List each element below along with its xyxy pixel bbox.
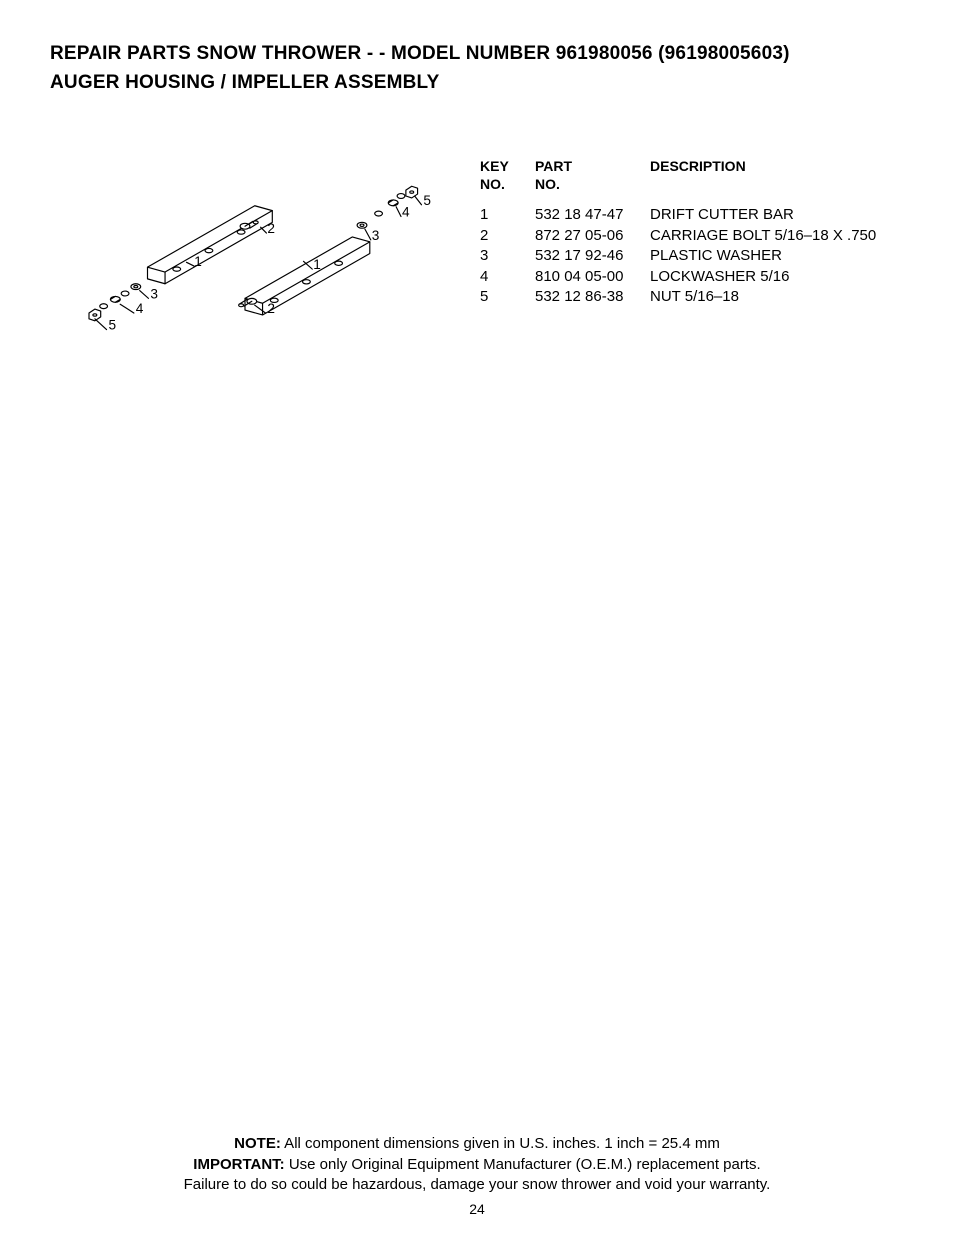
cell-desc: DRIFT CUTTER BAR <box>650 205 888 226</box>
cell-key: 5 <box>480 287 535 308</box>
diagram-label: 1 <box>313 257 321 272</box>
diagram-label: 3 <box>150 286 158 301</box>
table-row: 3 532 17 92-46 PLASTIC WASHER <box>480 246 888 267</box>
cell-key: 1 <box>480 205 535 226</box>
parts-table-area: KEYNO. PARTNO. DESCRIPTION 1 532 18 47-4… <box>480 157 904 347</box>
table-row: 1 532 18 47-47 DRIFT CUTTER BAR <box>480 205 888 226</box>
header-key: KEYNO. <box>480 157 535 205</box>
cell-key: 4 <box>480 267 535 288</box>
exploded-diagram: 2 1 3 4 5 5 4 3 1 2 <box>50 157 440 347</box>
cell-desc: PLASTIC WASHER <box>650 246 888 267</box>
note-line-2: IMPORTANT: Use only Original Equipment M… <box>0 1155 954 1175</box>
cell-part: 532 12 86-38 <box>535 287 650 308</box>
diagram-label: 4 <box>136 301 144 316</box>
note-line-1: NOTE: All component dimensions given in … <box>0 1134 954 1154</box>
note-bold: NOTE: <box>234 1135 281 1152</box>
diagram-label: 5 <box>109 318 117 333</box>
page-title-block: REPAIR PARTS SNOW THROWER - - MODEL NUMB… <box>50 40 904 97</box>
note-text: All component dimensions given in U.S. i… <box>281 1135 720 1152</box>
cell-part: 872 27 05-06 <box>535 226 650 247</box>
title-line-2: AUGER HOUSING / IMPELLER ASSEMBLY <box>50 69 904 98</box>
note-text: Use only Original Equipment Manufacturer… <box>285 1156 761 1173</box>
footer-notes: NOTE: All component dimensions given in … <box>0 1134 954 1195</box>
cell-desc: CARRIAGE BOLT 5/16–18 X .750 <box>650 226 888 247</box>
cell-part: 532 18 47-47 <box>535 205 650 226</box>
title-line-1: REPAIR PARTS SNOW THROWER - - MODEL NUMB… <box>50 40 904 69</box>
diagram-label: 2 <box>267 301 275 316</box>
diagram-label: 5 <box>423 193 431 208</box>
cell-part: 810 04 05-00 <box>535 267 650 288</box>
header-desc: DESCRIPTION <box>650 157 888 205</box>
note-bold: IMPORTANT: <box>193 1156 284 1173</box>
table-row: 5 532 12 86-38 NUT 5/16–18 <box>480 287 888 308</box>
diagram-label: 3 <box>372 228 380 243</box>
cell-key: 2 <box>480 226 535 247</box>
content-row: 2 1 3 4 5 5 4 3 1 2 KEYNO. PARTNO. DESCR… <box>50 157 904 347</box>
table-header-row: KEYNO. PARTNO. DESCRIPTION <box>480 157 888 205</box>
cell-part: 532 17 92-46 <box>535 246 650 267</box>
header-part: PARTNO. <box>535 157 650 205</box>
parts-table: KEYNO. PARTNO. DESCRIPTION 1 532 18 47-4… <box>480 157 888 308</box>
table-row: 2 872 27 05-06 CARRIAGE BOLT 5/16–18 X .… <box>480 226 888 247</box>
cell-key: 3 <box>480 246 535 267</box>
diagram-label: 4 <box>402 204 410 219</box>
note-line-3: Failure to do so could be hazardous, dam… <box>0 1175 954 1195</box>
table-row: 4 810 04 05-00 LOCKWASHER 5/16 <box>480 267 888 288</box>
diagram-label: 2 <box>267 221 275 236</box>
cell-desc: LOCKWASHER 5/16 <box>650 267 888 288</box>
cell-desc: NUT 5/16–18 <box>650 287 888 308</box>
diagram-label: 1 <box>194 254 202 269</box>
page-number: 24 <box>0 1201 954 1217</box>
